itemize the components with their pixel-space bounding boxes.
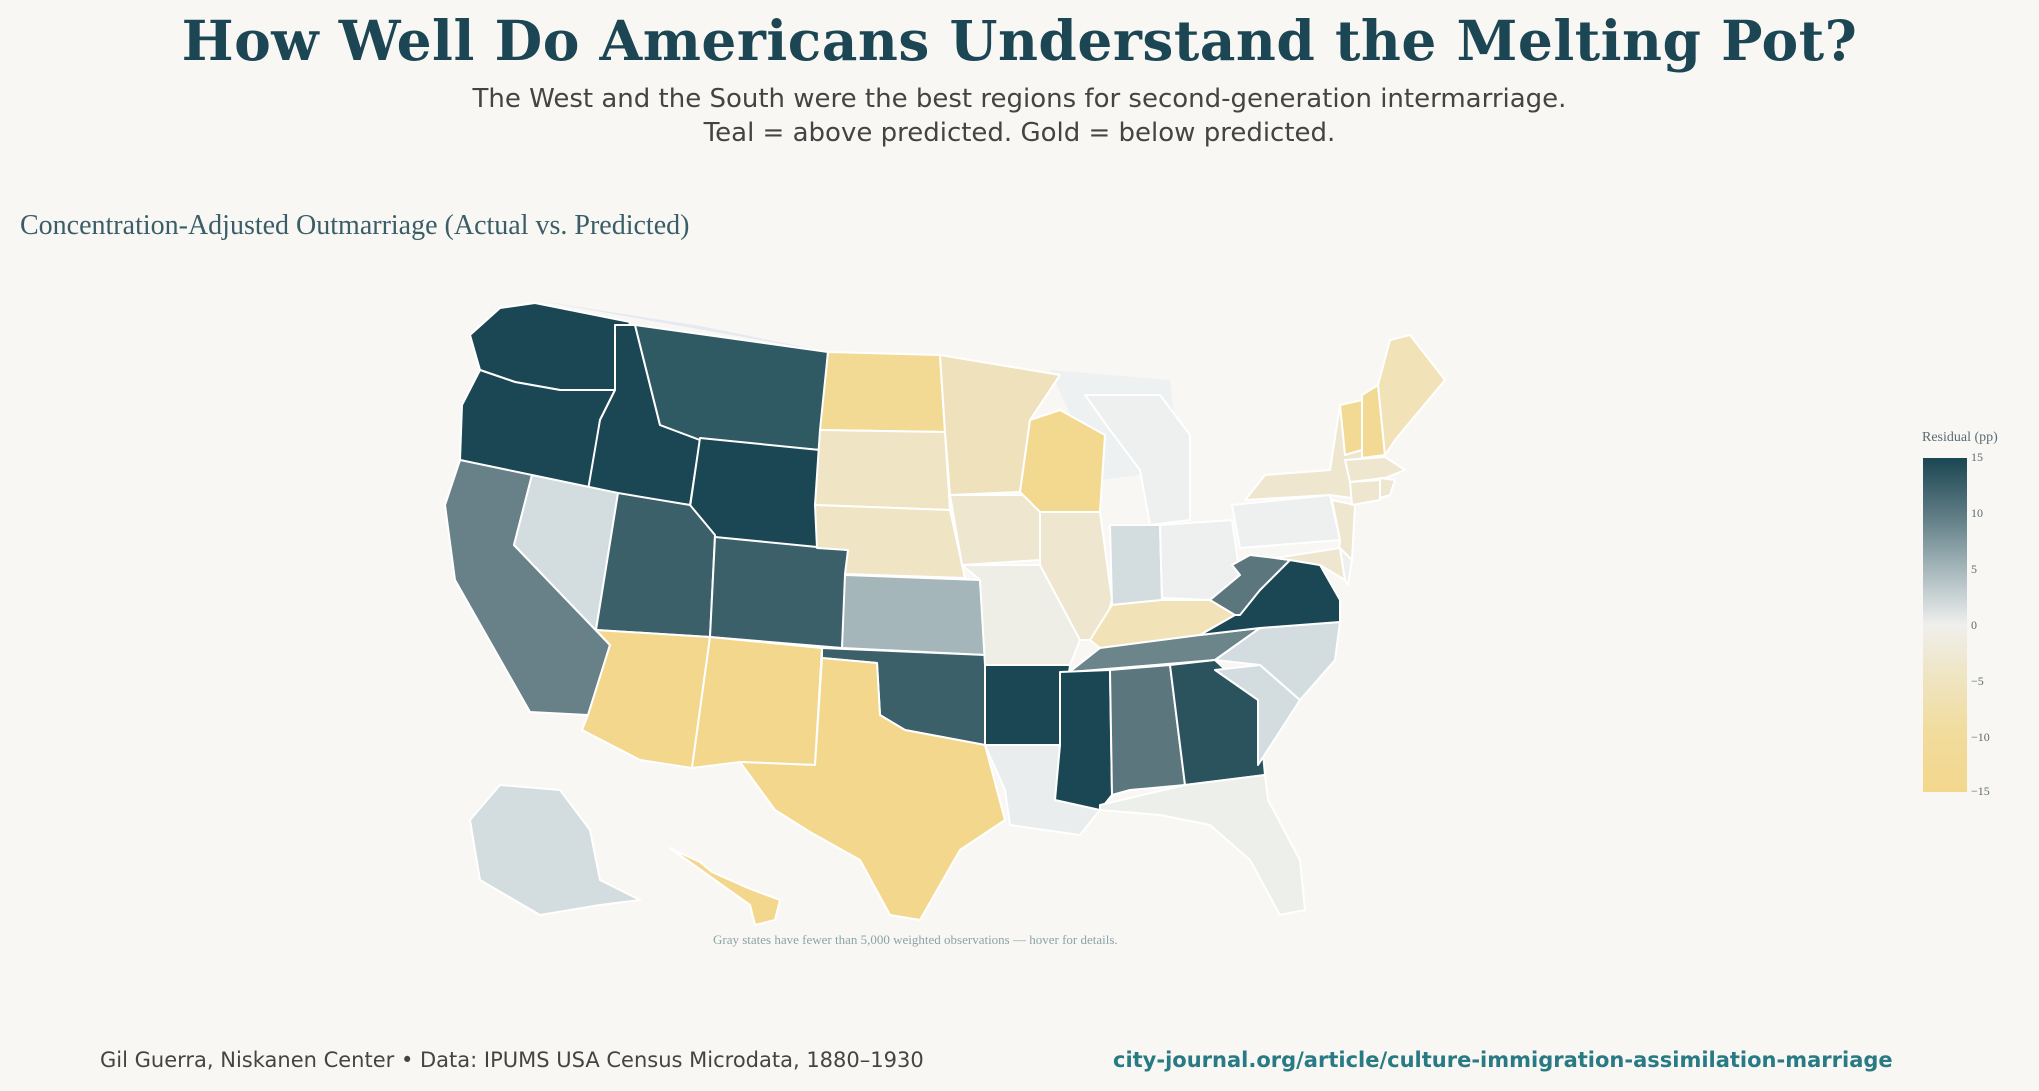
state-in[interactable] bbox=[1109, 524, 1163, 606]
state-nd[interactable] bbox=[819, 351, 946, 433]
colorbar-tick: −10 bbox=[1971, 730, 1990, 744]
colorbar-tick: 10 bbox=[1971, 506, 1983, 520]
state-hi[interactable] bbox=[669, 847, 781, 926]
canada-border-hint bbox=[534, 300, 828, 352]
footer-credit: Gil Guerra, Niskanen Center • Data: IPUM… bbox=[100, 1048, 924, 1072]
state-nm[interactable] bbox=[691, 636, 823, 769]
state-pa[interactable] bbox=[1231, 494, 1341, 549]
state-ks[interactable] bbox=[841, 574, 986, 656]
state-co[interactable] bbox=[709, 536, 849, 649]
subtitle-line-2: Teal = above predicted. Gold = below pre… bbox=[703, 118, 1336, 148]
state-ma[interactable] bbox=[1344, 456, 1406, 483]
us-choropleth-map bbox=[444, 300, 1446, 926]
state-md[interactable] bbox=[1274, 547, 1346, 581]
colorbar-tick: −15 bbox=[1971, 784, 1990, 798]
page-title: How Well Do Americans Understand the Mel… bbox=[181, 8, 1858, 73]
colorbar bbox=[1923, 458, 1967, 792]
colorbar-tick: 0 bbox=[1971, 618, 1977, 632]
subtitle-line-1: The West and the South were the best reg… bbox=[472, 84, 1567, 114]
map-title: Concentration-Adjusted Outmarriage (Actu… bbox=[20, 210, 690, 241]
state-fl[interactable] bbox=[1099, 774, 1306, 916]
colorbar-tick: 5 bbox=[1971, 562, 1977, 576]
state-ia[interactable] bbox=[949, 494, 1041, 566]
state-ms[interactable] bbox=[1054, 669, 1113, 811]
state-tx[interactable] bbox=[739, 657, 1006, 921]
state-mi[interactable] bbox=[1084, 394, 1191, 526]
state-me[interactable] bbox=[1377, 334, 1446, 456]
footer-link[interactable]: city-journal.org/article/culture-immigra… bbox=[1113, 1048, 1893, 1072]
state-ak[interactable] bbox=[469, 784, 641, 916]
state-ct[interactable] bbox=[1349, 479, 1381, 506]
state-sc[interactable] bbox=[1214, 664, 1301, 766]
state-de[interactable] bbox=[1339, 547, 1353, 586]
state-ri[interactable] bbox=[1379, 477, 1396, 499]
colorbar-tick: 15 bbox=[1971, 450, 1983, 464]
map-note: Gray states have fewer than 5,000 weight… bbox=[713, 932, 1118, 947]
colorbar-tick: −5 bbox=[1971, 674, 1984, 688]
state-ut[interactable] bbox=[595, 492, 716, 638]
state-ar[interactable] bbox=[984, 664, 1071, 746]
state-al[interactable] bbox=[1109, 664, 1186, 796]
state-vt[interactable] bbox=[1339, 399, 1363, 456]
colorbar-title: Residual (pp) bbox=[1922, 430, 1998, 445]
state-sd[interactable] bbox=[814, 429, 951, 511]
